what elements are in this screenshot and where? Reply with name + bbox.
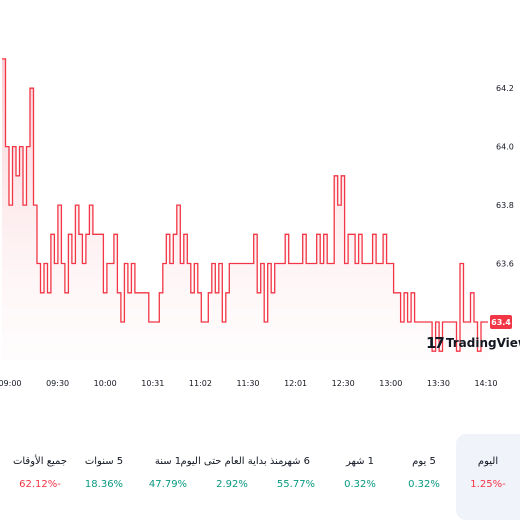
period-change: 0.32% [344, 479, 376, 490]
x-tick-label: 13:30 [427, 379, 450, 388]
y-tick-label: 63.6 [496, 260, 514, 269]
last-price-badge [490, 315, 512, 329]
period-change: 62.12%- [19, 479, 61, 490]
period-5-days[interactable]: 5 يوم 0.32% [392, 434, 456, 520]
x-tick-label: 14:10 [474, 379, 497, 388]
x-tick-label: 10:31 [141, 379, 164, 388]
period-5-years[interactable]: 5 سنوات 18.36% [72, 434, 136, 520]
period-label: 5 يوم [412, 456, 436, 467]
y-tick-label: 64.0 [496, 143, 514, 152]
y-tick-label: 63.8 [496, 201, 514, 210]
price-area [2, 58, 488, 361]
period-label: 6 شهر [281, 456, 311, 467]
price-chart[interactable]: 63.6 63.8 64.0 64.2 09:00 09:30 10:00 10:31 11:… [0, 0, 520, 400]
price-line [2, 58, 488, 352]
x-tick-label: 09:30 [46, 379, 69, 388]
y-axis: 63.6 63.8 64.0 64.2 [496, 84, 514, 268]
period-today[interactable]: اليوم 1.25%- [456, 434, 520, 520]
period-label: 5 سنوات [84, 456, 124, 467]
price-area-fill [2, 58, 488, 361]
last-price-label: 63.4 [491, 318, 511, 327]
period-change: 47.79% [148, 479, 188, 490]
x-tick-label: 11:30 [236, 379, 259, 388]
period-all-time[interactable]: جميع الأوقات 62.12%- [8, 434, 72, 520]
x-tick-label: 10:00 [94, 379, 117, 388]
period-label: منذ بداية العام حتى اليوم [180, 456, 284, 467]
x-tick-label: 12:01 [284, 379, 307, 388]
period-ytd[interactable]: منذ بداية العام حتى اليوم 2.92% [181, 434, 284, 520]
period-change: 55.77% [276, 479, 316, 490]
period-label: اليوم [477, 456, 499, 467]
period-label: جميع الأوقات [12, 456, 68, 467]
period-change: 2.92% [216, 479, 248, 490]
period-1-year[interactable]: 1 سنة 47.79% [136, 434, 200, 520]
tradingview-logo[interactable]: 17 TradingView [426, 334, 520, 352]
tradingview-logo-text: TradingView [445, 336, 520, 350]
period-change: 18.36% [84, 479, 124, 490]
x-tick-label: 12:30 [332, 379, 355, 388]
x-tick-label: 13:00 [379, 379, 402, 388]
period-label: 1 سنة [154, 456, 182, 467]
last-price-marker: 63.4 [490, 315, 512, 329]
period-change: 0.32% [408, 479, 440, 490]
period-6-months[interactable]: 6 شهر 55.77% [264, 434, 328, 520]
period-change: 1.25%- [470, 479, 506, 490]
x-tick-label: 11:02 [189, 379, 212, 388]
performance-periods: اليوم 1.25%- 5 يوم 0.32% 1 شهر 0.32% 6 ش… [8, 434, 520, 520]
period-1-month[interactable]: 1 شهر 0.32% [328, 434, 392, 520]
x-tick-label: 09:00 [0, 379, 22, 388]
tradingview-logo-icon: 17 [426, 334, 445, 352]
period-label: 1 شهر [345, 456, 375, 467]
y-tick-label: 64.2 [496, 84, 514, 93]
x-axis: 09:00 09:30 10:00 10:31 11:02 11:30 12:01 12:30… [0, 379, 498, 388]
price-line-series [2, 58, 488, 352]
